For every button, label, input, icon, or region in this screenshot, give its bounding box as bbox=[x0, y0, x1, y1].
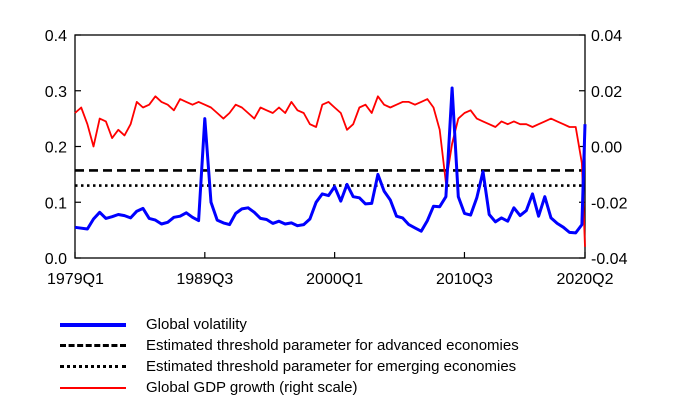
legend-label: Estimated threshold parameter for advanc… bbox=[146, 337, 519, 354]
legend-item-gdp-growth: Global GDP growth (right scale) bbox=[60, 377, 660, 398]
left-tick-label: 0.1 bbox=[45, 195, 67, 212]
left-tick-label: 0.0 bbox=[45, 251, 67, 268]
left-tick-label: 0.4 bbox=[45, 28, 67, 45]
x-tick-label: 2000Q1 bbox=[306, 271, 363, 288]
left-tick-label: 0.3 bbox=[45, 84, 67, 101]
legend-swatch-volatility bbox=[60, 322, 126, 327]
legend-label: Global volatility bbox=[146, 316, 247, 333]
x-tick-label: 2020Q2 bbox=[557, 271, 614, 288]
legend-swatch-gdp bbox=[60, 386, 126, 389]
gdp-growth-line bbox=[74, 95, 586, 247]
legend-swatch-threshold-advanced bbox=[60, 344, 126, 347]
legend: Global volatility Estimated threshold pa… bbox=[60, 314, 660, 398]
x-tick-label: 1979Q1 bbox=[47, 271, 104, 288]
global-volatility-line bbox=[74, 86, 587, 235]
legend-item-threshold-emerging: Estimated threshold parameter for emergi… bbox=[60, 356, 660, 377]
left-tick-label: 0.2 bbox=[45, 140, 67, 157]
right-tick-label: -0.04 bbox=[591, 251, 628, 268]
legend-label: Global GDP growth (right scale) bbox=[146, 379, 358, 396]
right-tick-label: 0.02 bbox=[591, 84, 622, 101]
right-tick-label: -0.02 bbox=[591, 195, 628, 212]
series-layer bbox=[74, 86, 587, 247]
right-axis: -0.04 -0.02 0.00 0.02 0.04 bbox=[579, 28, 628, 268]
x-tick-label: 1989Q3 bbox=[176, 271, 233, 288]
legend-swatch-threshold-emerging bbox=[60, 365, 126, 368]
legend-item-global-volatility: Global volatility bbox=[60, 314, 660, 335]
plot-border bbox=[74, 34, 586, 259]
right-tick-label: 0.04 bbox=[591, 28, 622, 45]
x-tick-label: 2010Q3 bbox=[436, 271, 493, 288]
right-tick-label: 0.00 bbox=[591, 140, 622, 157]
legend-label: Estimated threshold parameter for emergi… bbox=[146, 358, 517, 375]
left-axis: 0.0 0.1 0.2 0.3 0.4 bbox=[45, 28, 81, 268]
plot-frame bbox=[74, 34, 586, 259]
legend-item-threshold-advanced: Estimated threshold parameter for advanc… bbox=[60, 335, 660, 356]
x-axis: 1979Q1 1989Q3 2000Q1 2010Q3 2020Q2 bbox=[47, 252, 614, 288]
